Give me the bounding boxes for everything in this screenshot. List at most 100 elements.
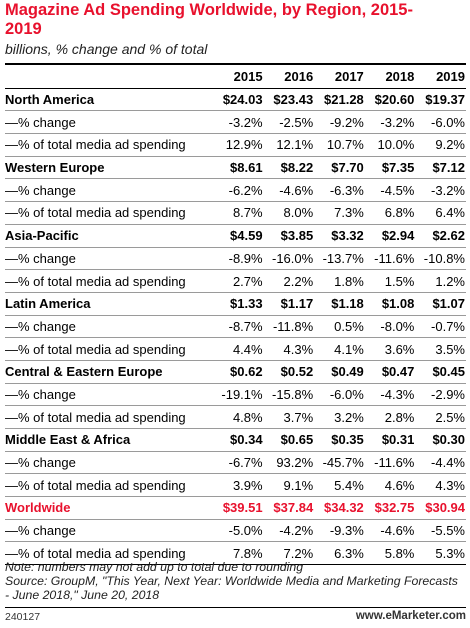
table-cell: 5.8% bbox=[364, 541, 416, 566]
row-label: —% of total media ad spending bbox=[5, 473, 213, 498]
header-blank-cell bbox=[5, 66, 213, 89]
table-cell: 3.7% bbox=[263, 405, 315, 429]
table-cell: -13.7% bbox=[314, 247, 365, 271]
table-cell: $30.94 bbox=[415, 496, 466, 520]
table-cell: $0.47 bbox=[364, 359, 416, 384]
table-subrow: —% of total media ad spending 12.9% 12.1% 1… bbox=[5, 133, 466, 157]
table-cell: $21.28 bbox=[314, 88, 365, 112]
top-rule bbox=[5, 63, 466, 65]
table-cell: -6.3% bbox=[314, 178, 365, 203]
table-cell: -3.2% bbox=[415, 178, 466, 203]
table-region-row: Asia-Pacific $4.59 $3.85 $3.32 $2.94 $2.62 bbox=[5, 223, 466, 248]
table-cell: $8.61 bbox=[213, 155, 264, 180]
table-cell: -8.7% bbox=[213, 315, 264, 339]
table-cell: 8.0% bbox=[263, 201, 315, 225]
table-cell: $0.65 bbox=[263, 428, 315, 452]
table-cell: $23.43 bbox=[263, 88, 315, 112]
row-label: Middle East & Africa bbox=[5, 428, 213, 452]
table-cell: $0.45 bbox=[415, 359, 466, 384]
table-cell: 3.2% bbox=[314, 405, 365, 429]
table-cell: 10.0% bbox=[364, 133, 416, 157]
column-header: 2017 bbox=[314, 66, 365, 89]
table-cell: 4.3% bbox=[263, 337, 315, 361]
table-cell: $1.07 bbox=[415, 291, 466, 316]
table-subrow: —% change -8.9% -16.0% -13.7% -11.6% -10.8% bbox=[5, 247, 466, 271]
column-header: 2015 bbox=[213, 66, 264, 89]
table-cell: 9.1% bbox=[263, 473, 315, 498]
table-cell: -4.6% bbox=[364, 519, 416, 543]
table-cell: -6.7% bbox=[213, 451, 264, 475]
table-cell: 7.3% bbox=[314, 201, 365, 225]
row-label: Western Europe bbox=[5, 155, 213, 180]
table-cell: -9.3% bbox=[314, 519, 365, 543]
table-cell: 9.2% bbox=[415, 133, 466, 157]
column-header: 2019 bbox=[415, 66, 466, 89]
table-subrow: —% change -3.2% -2.5% -9.2% -3.2% -6.0% bbox=[5, 110, 466, 135]
table-cell: $37.84 bbox=[263, 496, 315, 520]
row-label: —% of total media ad spending bbox=[5, 541, 213, 566]
row-label: —% of total media ad spending bbox=[5, 337, 213, 361]
table-cell: -4.4% bbox=[415, 451, 466, 475]
table-cell: $0.34 bbox=[213, 428, 264, 452]
table-cell: -19.1% bbox=[213, 383, 264, 407]
table-subrow: —% of total media ad spending 4.4% 4.3% 4.1… bbox=[5, 337, 466, 361]
table-subrow: —% of total media ad spending 8.7% 8.0% 7.3… bbox=[5, 201, 466, 225]
table-cell: 93.2% bbox=[263, 451, 315, 475]
source-text: Source: GroupM, "This Year, Next Year: W… bbox=[5, 574, 458, 602]
table-cell: -4.6% bbox=[263, 178, 315, 203]
table-cell: 1.2% bbox=[415, 269, 466, 293]
row-label: —% change bbox=[5, 315, 213, 339]
table-cell: -11.6% bbox=[364, 451, 416, 475]
row-label: —% change bbox=[5, 110, 213, 135]
header-row: 2015 2016 2017 2018 2019 bbox=[5, 66, 466, 89]
table-subrow: —% of total media ad spending 7.8% 7.2% 6.3… bbox=[5, 541, 466, 566]
table-subrow: —% change -8.7% -11.8% 0.5% -8.0% -0.7% bbox=[5, 315, 466, 339]
table-cell: $0.35 bbox=[314, 428, 365, 452]
table-cell: 3.6% bbox=[364, 337, 416, 361]
table-cell: $1.18 bbox=[314, 291, 365, 316]
table-cell: -8.9% bbox=[213, 247, 264, 271]
column-header: 2016 bbox=[263, 66, 315, 89]
table-cell: -6.0% bbox=[314, 383, 365, 407]
row-label: Worldwide bbox=[5, 496, 213, 520]
table-cell: 4.8% bbox=[213, 405, 264, 429]
note-text: Note: numbers may not add up to total du… bbox=[5, 560, 304, 574]
table-cell: $0.49 bbox=[314, 359, 365, 384]
table-cell: $32.75 bbox=[364, 496, 416, 520]
table-region-row: Middle East & Africa $0.34 $0.65 $0.35 $0.31… bbox=[5, 428, 466, 452]
table-subrow: —% change -5.0% -4.2% -9.3% -4.6% -5.5% bbox=[5, 519, 466, 543]
table-cell: -45.7% bbox=[314, 451, 365, 475]
footer-rule bbox=[5, 607, 466, 608]
footnote: Note: numbers may not add up to total du… bbox=[5, 560, 465, 602]
table-cell: 4.1% bbox=[314, 337, 365, 361]
table-cell: 4.6% bbox=[364, 473, 416, 498]
table-cell: -11.8% bbox=[263, 315, 315, 339]
row-label: Latin America bbox=[5, 291, 213, 316]
table-region-row: North America $24.03 $23.43 $21.28 $20.60 $19… bbox=[5, 88, 466, 112]
row-label: North America bbox=[5, 88, 213, 112]
table-cell: 4.3% bbox=[415, 473, 466, 498]
table-cell: -3.2% bbox=[364, 110, 416, 135]
table-cell: $7.70 bbox=[314, 155, 365, 180]
table-cell: 5.3% bbox=[415, 541, 466, 566]
table-cell: -5.0% bbox=[213, 519, 264, 543]
table-cell: 2.5% bbox=[415, 405, 466, 429]
table-cell: -0.7% bbox=[415, 315, 466, 339]
data-table: 2015 2016 2017 2018 2019 North America $2… bbox=[5, 66, 466, 566]
table-cell: $8.22 bbox=[263, 155, 315, 180]
table-region-row: Latin America $1.33 $1.17 $1.18 $1.08 $1.07 bbox=[5, 291, 466, 316]
table-subrow: —% change -6.7% 93.2% -45.7% -11.6% -4.4% bbox=[5, 451, 466, 475]
row-label: —% of total media ad spending bbox=[5, 201, 213, 225]
table-cell: $34.32 bbox=[314, 496, 365, 520]
table-subrow: —% of total media ad spending 3.9% 9.1% 5.4… bbox=[5, 473, 466, 498]
table-cell: $24.03 bbox=[213, 88, 264, 112]
table-cell: 5.4% bbox=[314, 473, 365, 498]
table-region-row: Western Europe $8.61 $8.22 $7.70 $7.35 $7.12 bbox=[5, 155, 466, 180]
table-subrow: —% of total media ad spending 2.7% 2.2% 1.8… bbox=[5, 269, 466, 293]
table-cell: $0.31 bbox=[364, 428, 416, 452]
table-cell: -16.0% bbox=[263, 247, 315, 271]
table-cell: $0.52 bbox=[263, 359, 315, 384]
table-cell: -4.3% bbox=[364, 383, 416, 407]
table-cell: 2.2% bbox=[263, 269, 315, 293]
